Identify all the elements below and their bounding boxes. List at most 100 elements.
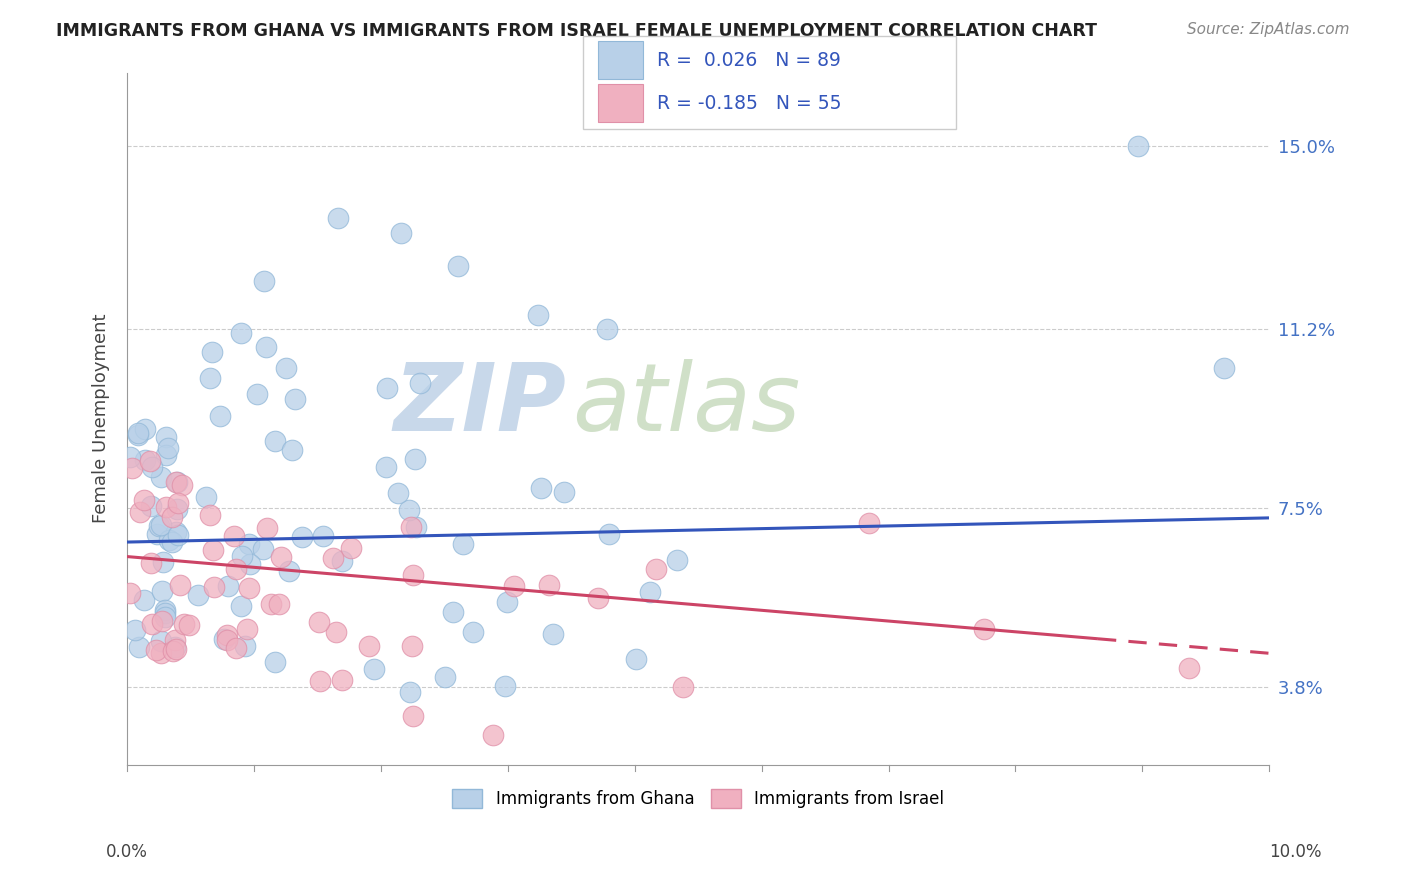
Point [153, 606, 176, 620]
Point [434, 670, 457, 684]
Point [645, 561, 668, 575]
Point [638, 585, 661, 599]
Point [153, 603, 176, 617]
Point [1178, 661, 1201, 675]
Point [121, 461, 143, 475]
Point [586, 591, 609, 606]
Point [1212, 361, 1234, 376]
Point [530, 481, 553, 495]
Point [194, 490, 217, 504]
Point [128, 640, 150, 655]
Point [357, 640, 380, 654]
Point [481, 729, 503, 743]
Point [463, 624, 485, 639]
Point [330, 554, 353, 568]
Point [260, 597, 283, 611]
Point [328, 211, 350, 225]
Text: ZIP: ZIP [394, 359, 567, 451]
Point [165, 641, 187, 656]
Point [198, 508, 221, 522]
Point [129, 505, 152, 519]
Point [155, 430, 177, 444]
Point [139, 454, 162, 468]
Point [134, 452, 156, 467]
Point [155, 500, 177, 514]
Point [238, 581, 260, 595]
Point [527, 308, 550, 322]
Text: IMMIGRANTS FROM GHANA VS IMMIGRANTS FROM ISRAEL FEMALE UNEMPLOYMENT CORRELATION : IMMIGRANTS FROM GHANA VS IMMIGRANTS FROM… [56, 22, 1097, 40]
Point [222, 529, 245, 543]
Point [389, 226, 412, 240]
Point [402, 568, 425, 582]
Point [217, 579, 239, 593]
Point [308, 615, 330, 630]
Point [141, 460, 163, 475]
Point [187, 588, 209, 602]
Point [274, 361, 297, 376]
Point [166, 475, 188, 489]
Point [239, 557, 262, 571]
Point [236, 622, 259, 636]
Point [215, 632, 238, 647]
Point [170, 478, 193, 492]
Point [626, 652, 648, 666]
Point [139, 499, 162, 513]
Point [141, 617, 163, 632]
Point [238, 537, 260, 551]
Point [541, 627, 564, 641]
Point [401, 709, 423, 723]
Point [132, 593, 155, 607]
Point [441, 605, 464, 619]
Point [858, 516, 880, 530]
Point [399, 684, 422, 698]
Point [233, 639, 256, 653]
Point [120, 585, 142, 599]
Point [214, 632, 236, 646]
Point [229, 599, 252, 614]
Point [167, 496, 190, 510]
Point [160, 535, 183, 549]
Point [150, 470, 173, 484]
Point [118, 450, 141, 465]
Point [398, 502, 420, 516]
Point [277, 564, 299, 578]
Point [160, 509, 183, 524]
Point [404, 452, 426, 467]
Point [150, 583, 173, 598]
Text: Source: ZipAtlas.com: Source: ZipAtlas.com [1187, 22, 1350, 37]
Point [149, 517, 172, 532]
Point [245, 387, 267, 401]
Point [596, 322, 619, 336]
Text: R =  0.026   N = 89: R = 0.026 N = 89 [657, 51, 841, 70]
Point [124, 623, 146, 637]
Point [157, 441, 180, 455]
Point [173, 617, 195, 632]
Point [166, 502, 188, 516]
Point [291, 530, 314, 544]
Point [148, 519, 170, 533]
Point [165, 475, 187, 490]
Point [387, 486, 409, 500]
Point [229, 326, 252, 340]
Point [166, 525, 188, 540]
Point [496, 595, 519, 609]
Point [253, 274, 276, 288]
Point [375, 381, 398, 395]
Point [339, 541, 361, 555]
Point [225, 561, 247, 575]
Point [157, 533, 180, 547]
Point [666, 553, 689, 567]
Point [363, 662, 385, 676]
Point [127, 427, 149, 442]
Point [169, 577, 191, 591]
Point [503, 579, 526, 593]
Point [322, 551, 344, 566]
Point [401, 520, 423, 534]
Point [447, 260, 470, 274]
Point [155, 449, 177, 463]
Point [281, 443, 304, 458]
Point [152, 555, 174, 569]
Point [209, 409, 232, 423]
Point [132, 492, 155, 507]
Point [309, 673, 332, 688]
